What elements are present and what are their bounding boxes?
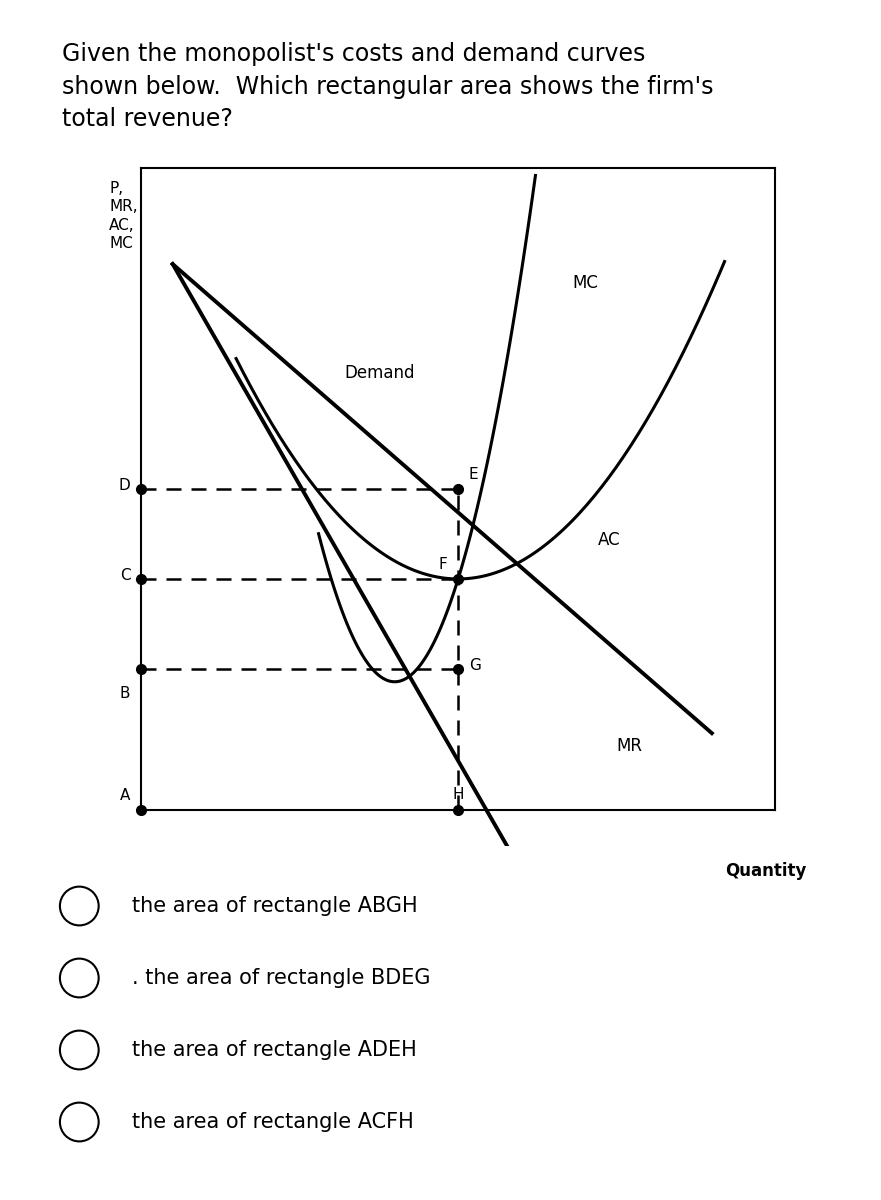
Text: A: A [120,788,130,803]
Text: AC: AC [597,532,620,550]
Text: G: G [469,658,480,673]
Text: Given the monopolist's costs and demand curves
shown below.  Which rectangular a: Given the monopolist's costs and demand … [62,42,714,131]
Text: B: B [120,686,130,702]
Text: Quantity: Quantity [726,862,807,880]
Text: . the area of rectangle BDEG: . the area of rectangle BDEG [132,968,431,988]
Text: MC: MC [573,275,598,293]
Text: H: H [452,787,464,802]
Text: MR: MR [617,737,643,755]
Text: D: D [119,478,130,493]
Text: the area of rectangle ABGH: the area of rectangle ABGH [132,896,418,916]
Text: the area of rectangle ACFH: the area of rectangle ACFH [132,1112,414,1132]
Text: Demand: Demand [344,365,414,383]
Text: the area of rectangle ADEH: the area of rectangle ADEH [132,1040,417,1060]
Text: P,
MR,
AC,
MC: P, MR, AC, MC [109,180,137,251]
Text: F: F [439,557,448,572]
Text: E: E [469,467,478,482]
Text: C: C [120,568,130,583]
